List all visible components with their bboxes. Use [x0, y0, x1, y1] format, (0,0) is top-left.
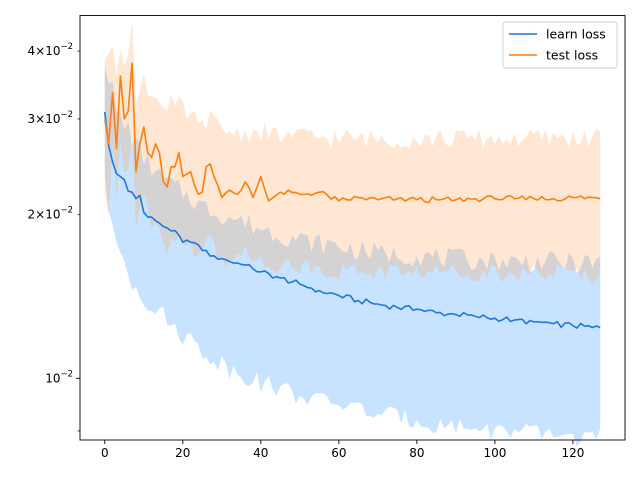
- legend-label-learn-loss: learn loss: [546, 27, 606, 42]
- y-tick-label: 2×10−2: [28, 206, 74, 222]
- confidence-bands: [104, 20, 601, 447]
- plot-frame: [79, 15, 626, 441]
- x-axis: 0 20 40 60 80 100 120: [101, 440, 584, 460]
- series-lines: [103, 62, 601, 329]
- band-learn-loss: [104, 65, 601, 447]
- y-tick-label: 10−2: [45, 369, 73, 385]
- y-tick-label: 4×10−2: [28, 42, 74, 58]
- y-axis: 10−2 2×10−2 3×10−2 4×10−2: [28, 42, 80, 432]
- x-tick-label: 60: [331, 446, 346, 460]
- x-tick-label: 80: [409, 446, 424, 460]
- x-tick-label: 40: [253, 446, 268, 460]
- legend: learn loss test loss: [502, 21, 618, 69]
- line-learn-loss: [103, 111, 601, 329]
- x-tick-label: 0: [101, 446, 109, 460]
- x-tick-label: 20: [175, 446, 190, 460]
- x-tick-label: 100: [483, 446, 506, 460]
- y-tick-label: 3×10−2: [28, 110, 74, 126]
- legend-label-test-loss: test loss: [546, 48, 598, 63]
- line-test-loss: [103, 62, 601, 204]
- x-tick-label: 120: [561, 446, 584, 460]
- band-test-loss: [104, 20, 601, 284]
